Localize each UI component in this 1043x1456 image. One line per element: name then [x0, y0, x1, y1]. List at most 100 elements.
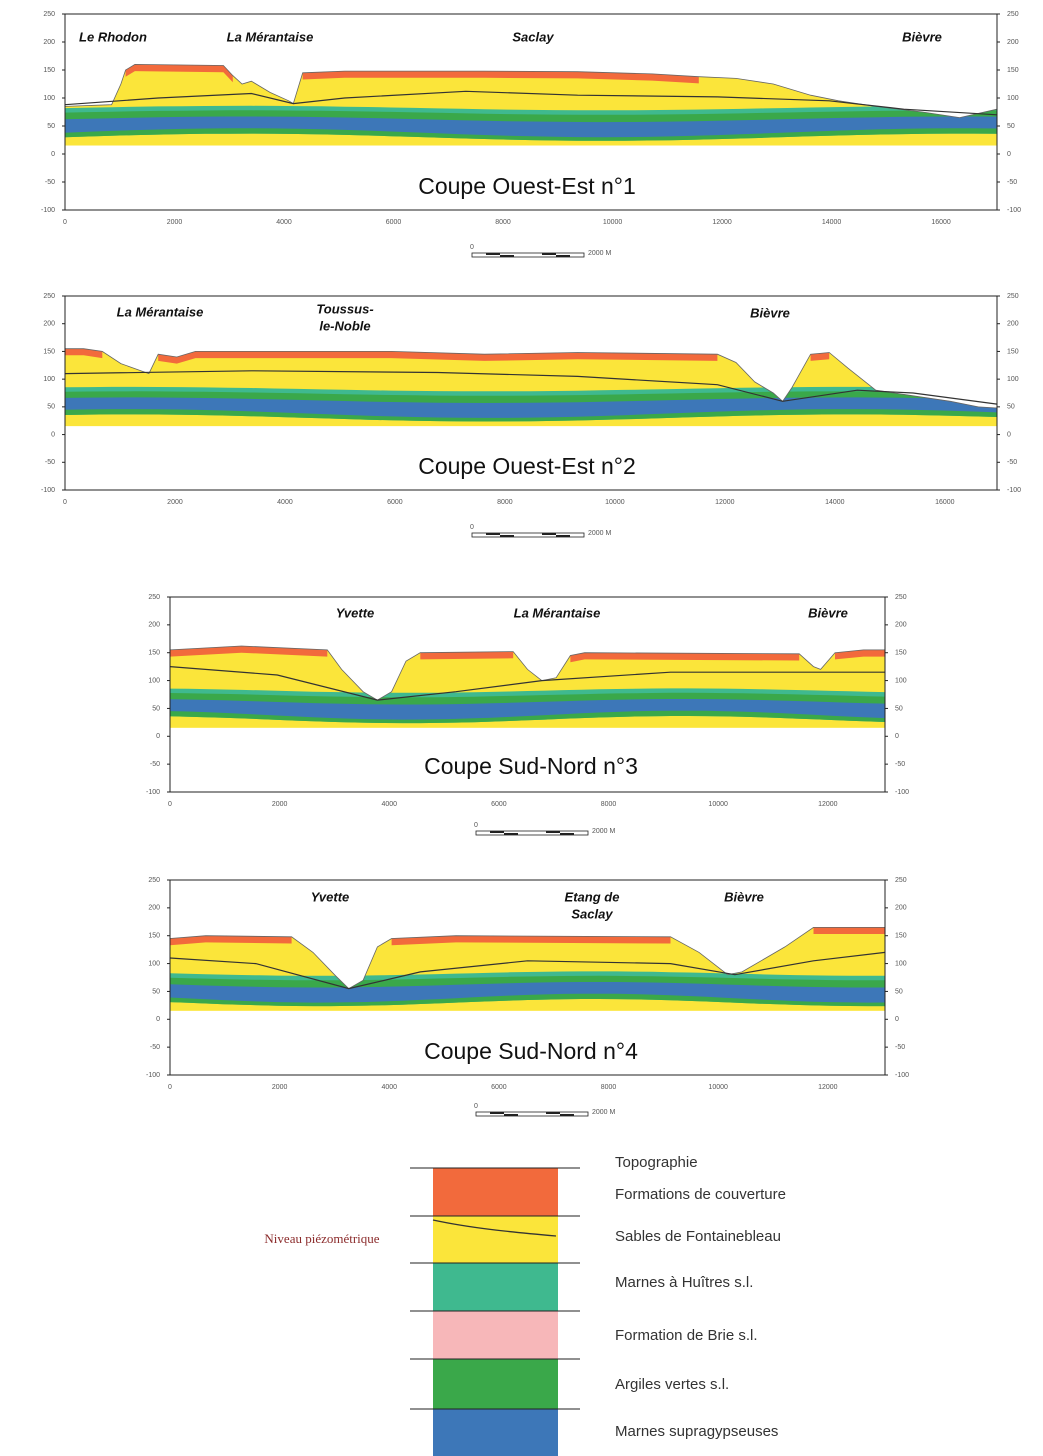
place-label: La Mérantaise — [227, 29, 314, 44]
scale-segment — [490, 831, 504, 833]
legend-label: Formations de couverture — [615, 1186, 786, 1203]
y-tick-label-right: 100 — [895, 960, 907, 967]
formations-couverture — [814, 927, 886, 934]
y-tick-label-right: 150 — [895, 650, 907, 657]
y-tick-label: 250 — [148, 877, 160, 884]
scale-label: 2000 M — [592, 1109, 616, 1116]
place-label: Bièvre — [808, 605, 848, 620]
y-tick-label: 150 — [148, 650, 160, 657]
legend-swatch — [433, 1168, 558, 1216]
x-tick-label: 0 — [63, 499, 67, 506]
y-tick-label: -50 — [150, 761, 160, 768]
x-tick-label: 12000 — [715, 499, 735, 506]
y-tick-label-right: 0 — [895, 1016, 899, 1023]
y-tick-label-right: 200 — [895, 622, 907, 629]
x-tick-label: 4000 — [276, 219, 292, 226]
legend-label: Topographie — [615, 1154, 698, 1171]
y-tick-label-right: -100 — [1007, 207, 1021, 214]
scale-segment — [542, 533, 556, 535]
x-tick-label: 16000 — [931, 219, 951, 226]
y-tick-label-right: 250 — [895, 877, 907, 884]
y-tick-label: 100 — [43, 376, 55, 383]
x-tick-label: 6000 — [387, 499, 403, 506]
place-label: Le Rhodon — [79, 29, 147, 44]
x-tick-label: 14000 — [825, 499, 845, 506]
scale-start: 0 — [474, 1103, 478, 1110]
x-tick-label: 4000 — [381, 801, 397, 808]
place-label: La Mérantaise — [514, 605, 601, 620]
legend-swatch — [433, 1263, 558, 1311]
x-tick-label: 12000 — [712, 219, 732, 226]
y-tick-label-right: 100 — [895, 677, 907, 684]
y-tick-label: 250 — [148, 594, 160, 601]
x-tick-label: 8000 — [495, 219, 511, 226]
y-tick-label-right: 250 — [1007, 293, 1019, 300]
y-tick-label-right: 200 — [1007, 321, 1019, 328]
scale-segment — [486, 533, 500, 535]
y-tick-label: 0 — [156, 733, 160, 740]
y-tick-label-right: 0 — [895, 733, 899, 740]
y-tick-label-right: 0 — [1007, 431, 1011, 438]
scale-start: 0 — [470, 244, 474, 251]
scale-segment — [556, 255, 570, 257]
x-tick-label: 4000 — [277, 499, 293, 506]
y-tick-label: 250 — [43, 11, 55, 18]
x-tick-label: 2000 — [167, 219, 183, 226]
y-tick-label: 50 — [47, 123, 55, 130]
x-tick-label: 6000 — [386, 219, 402, 226]
legend-swatch — [433, 1409, 558, 1456]
y-tick-label: 150 — [43, 348, 55, 355]
y-tick-label: 200 — [148, 622, 160, 629]
place-label: La Mérantaise — [117, 304, 204, 319]
y-tick-label-right: 250 — [895, 594, 907, 601]
x-tick-label: 10000 — [605, 499, 625, 506]
scale-segment — [504, 833, 518, 835]
y-tick-label: -100 — [41, 487, 55, 494]
scale-segment — [504, 1114, 518, 1116]
y-tick-label: -50 — [150, 1044, 160, 1051]
section-title: Coupe Ouest-Est n°2 — [418, 453, 636, 479]
x-tick-label: 0 — [168, 801, 172, 808]
legend-swatch — [433, 1311, 558, 1359]
figure: Niveau piézométrique Topographie Formati… — [0, 0, 1043, 1456]
x-tick-label: 6000 — [491, 1084, 507, 1091]
y-tick-label-right: 150 — [895, 933, 907, 940]
scale-segment — [500, 255, 514, 257]
section-title: Coupe Sud-Nord n°4 — [424, 1038, 638, 1064]
y-tick-label-right: 200 — [1007, 39, 1019, 46]
y-tick-label: 150 — [43, 67, 55, 74]
place-label: Toussus- — [316, 301, 373, 316]
y-tick-label: 200 — [43, 321, 55, 328]
y-tick-label-right: -50 — [1007, 459, 1017, 466]
x-tick-label: 10000 — [708, 801, 728, 808]
scale-segment — [486, 253, 500, 255]
x-tick-label: 6000 — [491, 801, 507, 808]
legend-swatch — [433, 1359, 558, 1409]
y-tick-label-right: 250 — [1007, 11, 1019, 18]
y-tick-label-right: 50 — [895, 705, 903, 712]
x-tick-label: 2000 — [272, 801, 288, 808]
y-tick-label: 100 — [43, 95, 55, 102]
scale-start: 0 — [470, 524, 474, 531]
scale-label: 2000 M — [592, 828, 616, 835]
scale-segment — [546, 831, 560, 833]
y-tick-label: 200 — [43, 39, 55, 46]
legend-label: Formation de Brie s.l. — [615, 1327, 758, 1344]
x-tick-label: 10000 — [708, 1084, 728, 1091]
y-tick-label-right: -100 — [895, 1072, 909, 1079]
y-tick-label-right: -100 — [895, 789, 909, 796]
scale-segment — [546, 1112, 560, 1114]
place-label: Yvette — [311, 889, 350, 904]
y-tick-label: 0 — [51, 151, 55, 158]
x-tick-label: 0 — [63, 219, 67, 226]
y-tick-label: 100 — [148, 960, 160, 967]
y-tick-label: 0 — [51, 431, 55, 438]
place-label: Saclay — [571, 906, 613, 921]
scale-segment — [560, 1114, 574, 1116]
y-tick-label: 0 — [156, 1016, 160, 1023]
x-tick-label: 12000 — [818, 1084, 838, 1091]
